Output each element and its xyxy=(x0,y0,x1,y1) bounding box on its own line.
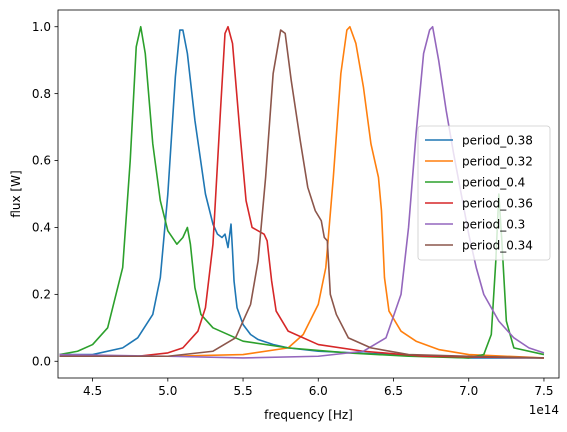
y-tick-label: 0.0 xyxy=(32,354,51,368)
legend-label: period_0.4 xyxy=(462,175,525,189)
legend-label: period_0.34 xyxy=(462,238,533,252)
x-axis-offset-label: 1e14 xyxy=(529,403,559,417)
x-tick-label: 6.0 xyxy=(309,384,328,398)
y-tick-label: 0.6 xyxy=(32,154,51,168)
series-line-period_0.34 xyxy=(59,29,544,359)
legend-label: period_0.3 xyxy=(462,217,525,231)
y-axis-label: flux [W] xyxy=(9,170,23,217)
y-axis: 0.0 0.2 0.4 0.6 0.8 1.0 xyxy=(32,20,58,368)
x-tick-label: 5.0 xyxy=(158,384,177,398)
legend-box xyxy=(417,125,551,261)
legend-label: period_0.32 xyxy=(462,154,533,168)
x-tick-label: 6.5 xyxy=(384,384,403,398)
x-tick-label: 7.5 xyxy=(534,384,553,398)
x-axis-label: frequency [Hz] xyxy=(264,408,353,422)
legend: period_0.38 period_0.32 period_0.4 period_0… xyxy=(417,125,551,261)
series-line-period_0.38 xyxy=(59,29,544,359)
x-tick-label: 5.5 xyxy=(234,384,253,398)
series-line-period_0.36 xyxy=(59,25,544,359)
series-line-period_0.3 xyxy=(59,25,545,359)
series-line-period_0.4 xyxy=(59,25,545,359)
y-tick-label: 1.0 xyxy=(32,20,51,34)
x-tick-label: 4.5 xyxy=(83,384,102,398)
legend-label: period_0.38 xyxy=(462,133,533,147)
legend-label: period_0.36 xyxy=(462,196,533,210)
plot-frame xyxy=(57,9,560,379)
y-tick-label: 0.8 xyxy=(32,87,51,101)
x-tick-label: 7.0 xyxy=(459,384,478,398)
y-tick-label: 0.4 xyxy=(32,221,51,235)
x-axis: 4.5 5.0 5.5 6.0 6.5 7.0 7.5 xyxy=(83,378,554,398)
plot-lines xyxy=(59,25,545,359)
y-tick-label: 0.2 xyxy=(32,288,51,302)
